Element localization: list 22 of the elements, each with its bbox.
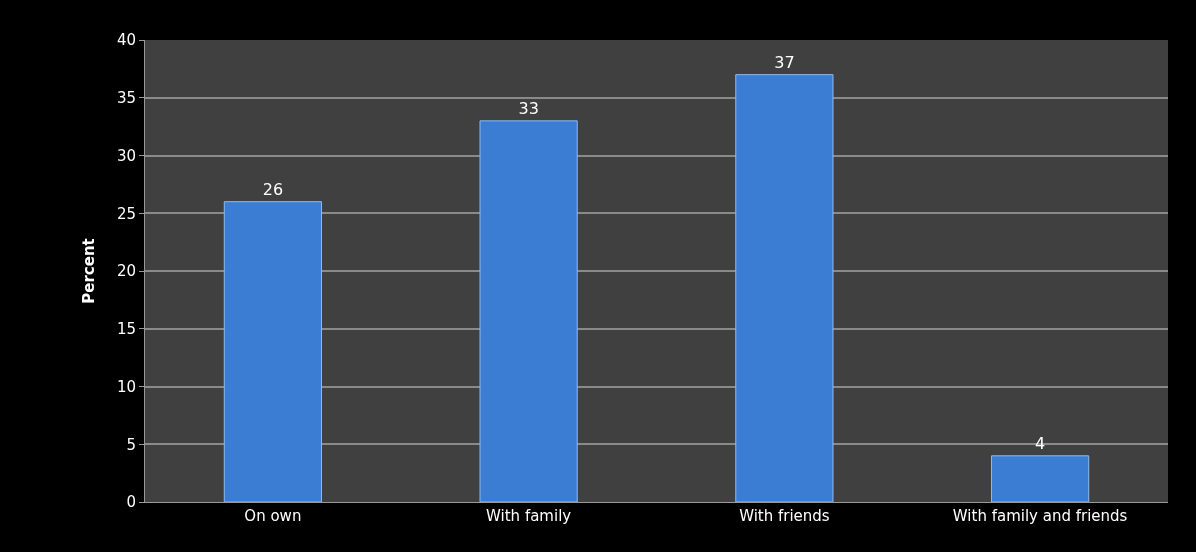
data-label: 33 <box>518 98 539 118</box>
x-tick-label: On own <box>244 507 302 525</box>
y-axis-title: Percent <box>80 238 99 304</box>
data-label: 37 <box>774 52 795 72</box>
x-tick-label: With friends <box>739 507 830 525</box>
y-tick-label: 10 <box>116 377 136 396</box>
y-tick-label: 0 <box>126 493 136 512</box>
x-tick-label: With family <box>486 507 572 525</box>
y-tick-label: 20 <box>116 262 136 281</box>
bar <box>991 455 1090 502</box>
y-tick-label: 25 <box>116 204 136 223</box>
y-tick-label: 5 <box>126 435 136 454</box>
x-tick-label: With family and friends <box>952 507 1128 525</box>
data-label: 4 <box>1035 433 1046 453</box>
y-tick-label: 15 <box>116 320 136 338</box>
y-tick-label: 30 <box>116 146 136 165</box>
bar <box>479 120 578 502</box>
data-label: 26 <box>262 179 284 199</box>
y-tick-label: 40 <box>116 31 136 50</box>
bar <box>735 74 834 502</box>
bar <box>223 201 322 502</box>
y-tick-label: 35 <box>116 89 136 107</box>
